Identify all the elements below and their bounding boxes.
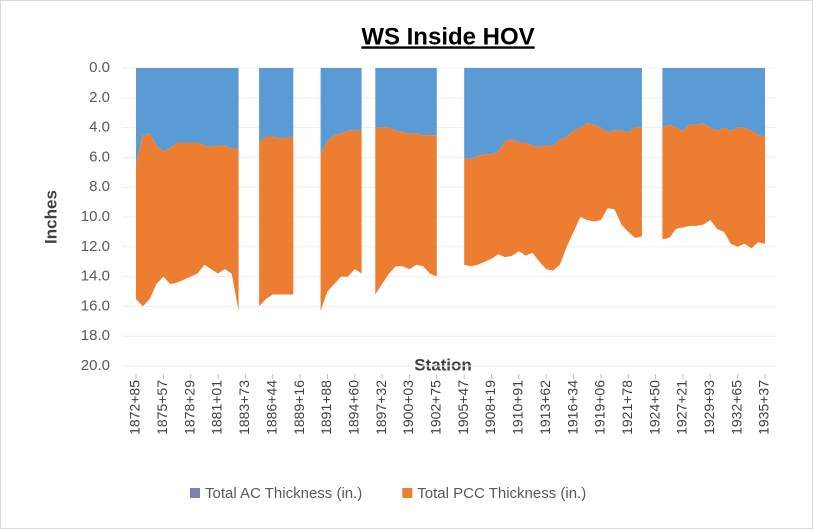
legend-swatch xyxy=(190,488,200,498)
x-tick-label: 1927+21 xyxy=(674,380,690,435)
y-tick-label: 18.0 xyxy=(81,327,110,344)
area xyxy=(136,68,239,165)
x-tick-label: 1921+78 xyxy=(619,380,635,435)
x-tick-label: 1932+65 xyxy=(728,380,744,435)
x-axis-label: Station xyxy=(414,355,472,374)
y-tick-label: 20.0 xyxy=(81,357,110,374)
legend-swatch xyxy=(402,488,413,498)
x-tick-label: 1872+85 xyxy=(127,380,143,435)
x-tick-label: 1908+19 xyxy=(482,380,498,435)
x-tick-label: 1929+93 xyxy=(701,380,717,435)
x-tick-label: 1897+32 xyxy=(373,380,389,435)
x-tick-label: 1894+60 xyxy=(345,380,361,435)
x-tick-label: 1919+06 xyxy=(592,380,608,435)
chart-title: WS Inside HOV xyxy=(361,23,534,50)
y-tick-label: 12.0 xyxy=(81,238,110,255)
area xyxy=(136,133,239,311)
x-tick-label: 1902+75 xyxy=(428,380,444,435)
x-tick-label: 1910+91 xyxy=(510,380,526,435)
area xyxy=(464,123,642,271)
x-tick-label: 1878+29 xyxy=(181,380,197,435)
area xyxy=(375,127,437,295)
y-axis-label: Inches xyxy=(41,190,60,244)
y-tick-label: 0.0 xyxy=(89,59,110,76)
area xyxy=(662,123,765,249)
x-tick-label: 1913+62 xyxy=(537,380,553,435)
x-tick-label: 1886+44 xyxy=(263,380,279,435)
area xyxy=(259,136,294,307)
x-tick-label: 1881+01 xyxy=(209,380,225,435)
area xyxy=(662,68,765,137)
y-tick-label: 8.0 xyxy=(89,178,110,195)
y-tick-label: 6.0 xyxy=(89,148,110,165)
x-tick-label: 1875+57 xyxy=(154,380,170,435)
x-tick-label: 1916+34 xyxy=(564,380,580,435)
x-tick-label: 1891+88 xyxy=(318,380,334,435)
x-tick-label: 1889+16 xyxy=(291,380,307,435)
y-tick-label: 14.0 xyxy=(81,268,110,285)
x-tick-label: 1900+03 xyxy=(400,380,416,435)
legend-label: Total AC Thickness (in.) xyxy=(205,485,362,502)
x-tick-label: 1905+47 xyxy=(455,380,471,435)
area xyxy=(375,68,437,136)
area xyxy=(259,68,294,143)
y-tick-label: 16.0 xyxy=(81,297,110,314)
area xyxy=(320,68,362,155)
area xyxy=(320,130,362,311)
y-tick-label: 4.0 xyxy=(89,119,110,136)
x-tick-label: 1883+73 xyxy=(236,380,252,435)
x-tick-label: 1924+50 xyxy=(646,380,662,435)
legend-label: Total PCC Thickness (in.) xyxy=(417,485,586,502)
y-tick-label: 2.0 xyxy=(89,89,110,106)
area xyxy=(464,68,642,159)
x-tick-label: 1935+37 xyxy=(756,380,772,435)
y-tick-label: 10.0 xyxy=(81,208,110,225)
